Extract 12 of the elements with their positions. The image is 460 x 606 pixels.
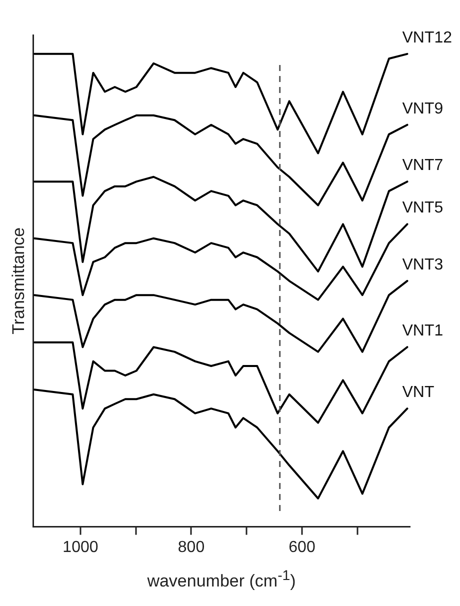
x-tick-label: 1000 bbox=[62, 538, 98, 556]
x-tick-label: 600 bbox=[288, 538, 316, 556]
series-label: VNT5 bbox=[402, 200, 444, 217]
series-label: VNT7 bbox=[402, 157, 444, 174]
series-label: VNT bbox=[402, 384, 434, 401]
x-tick-label: 800 bbox=[178, 538, 205, 556]
x-axis-title: wavenumber (cm$^{-1}$) bbox=[147, 568, 296, 592]
series-label: VNT12 bbox=[402, 29, 452, 46]
series-label: VNT3 bbox=[402, 256, 444, 274]
series-label: VNT1 bbox=[402, 322, 444, 340]
y-axis-title: Transmittance bbox=[8, 227, 28, 334]
series-label: VNT9 bbox=[402, 100, 444, 118]
